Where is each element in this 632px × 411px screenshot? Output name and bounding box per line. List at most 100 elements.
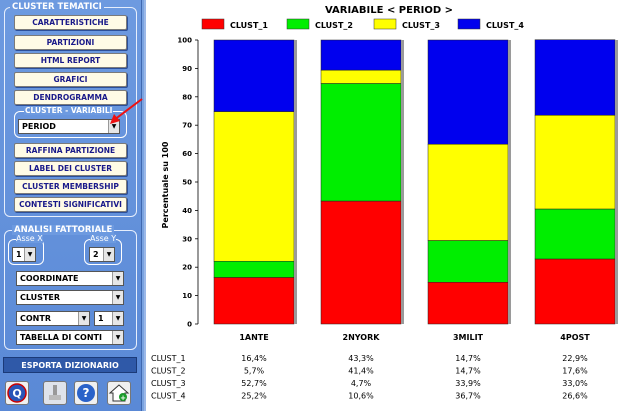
bar-4post-clust_1 xyxy=(534,258,616,325)
svg-text:+: + xyxy=(120,394,126,402)
x-category-label: 3MILIT xyxy=(453,333,484,342)
bar-4post-clust_2 xyxy=(534,208,616,260)
y-tick-label: 80 xyxy=(182,93,192,101)
contr-select[interactable]: CONTR ▼ xyxy=(16,311,90,326)
red-arrow-annotation xyxy=(110,98,143,124)
contr-select-value: CONTR xyxy=(20,314,51,323)
asse-x-select[interactable]: 1 ▼ xyxy=(12,247,36,262)
y-tick-label: 20 xyxy=(182,264,192,272)
bar-shadow xyxy=(401,40,404,324)
cluster-select-value: CLUSTER xyxy=(20,293,61,302)
variabili-select[interactable]: PERIOD ▼ xyxy=(18,119,120,134)
coordinate-select-value: COORDINATE xyxy=(20,274,79,283)
bars xyxy=(213,39,618,325)
cluster-membership-button[interactable]: CLUSTER MEMBERSHIP xyxy=(14,179,127,194)
contr-number-value: 1 xyxy=(98,314,104,323)
legend-swatch-clust_2 xyxy=(286,18,310,30)
factorial-group-title: ANALISI FATTORIALE xyxy=(12,225,115,235)
bar-3milit-clust_1 xyxy=(427,282,509,325)
esporta-dizionario-button[interactable]: ESPORTA DIZIONARIO xyxy=(3,357,137,373)
chevron-down-icon[interactable]: ▼ xyxy=(112,331,123,344)
asse-y-value: 2 xyxy=(93,250,99,259)
y-tick-label: 50 xyxy=(182,179,192,187)
chevron-down-icon[interactable]: ▼ xyxy=(103,248,114,261)
y-tick-label: 60 xyxy=(182,150,192,158)
legend-label-clust_3: CLUST_3 xyxy=(402,21,440,30)
legend-label-clust_4: CLUST_4 xyxy=(486,21,524,30)
chart-title: VARIABILE < PERIOD > xyxy=(325,5,453,16)
svg-text:?: ? xyxy=(83,386,90,400)
html-report-button[interactable]: HTML REPORT xyxy=(14,53,127,68)
table-cell: 16,4% xyxy=(241,354,267,363)
y-tick-label: 0 xyxy=(187,321,192,329)
table-cell: 33,0% xyxy=(562,379,588,388)
asse-y-select[interactable]: 2 ▼ xyxy=(89,247,115,262)
partizioni-button[interactable]: PARTIZIONI xyxy=(14,35,127,50)
table-row-label: CLUST_1 xyxy=(151,354,186,363)
table-cell: 17,6% xyxy=(562,367,588,376)
chevron-down-icon[interactable]: ▼ xyxy=(24,248,35,261)
bar-3milit-clust_3 xyxy=(427,143,509,241)
chevron-down-icon[interactable]: ▼ xyxy=(112,291,123,304)
table-row-label: CLUST_3 xyxy=(151,379,186,388)
table-cell: 14,7% xyxy=(455,367,481,376)
chevron-down-icon[interactable]: ▼ xyxy=(108,120,119,133)
coordinate-select[interactable]: COORDINATE ▼ xyxy=(16,271,124,286)
legend: CLUST_1 CLUST_2 CLUST_3 CLUST_4 xyxy=(201,18,524,30)
table-cell: 10,6% xyxy=(348,392,374,401)
bar-2nyork-clust_4 xyxy=(320,39,402,71)
bar-shadow xyxy=(294,40,297,324)
q-logo-icon[interactable]: Q xyxy=(5,381,29,405)
y-tick-label: 40 xyxy=(182,207,192,215)
tools-icon[interactable] xyxy=(43,381,67,405)
chevron-down-icon[interactable]: ▼ xyxy=(78,312,89,325)
dendrogramma-button[interactable]: DENDROGRAMMA xyxy=(14,90,127,105)
y-axis: 0 10 20 30 40 50 60 70 80 90 100 xyxy=(177,37,199,329)
y-tick-label: 10 xyxy=(182,292,192,300)
chevron-down-icon[interactable]: ▼ xyxy=(112,272,123,285)
category-labels: 1ANTE 2NYORK 3MILIT 4POST xyxy=(239,333,590,342)
grafici-button[interactable]: GRAFICI xyxy=(14,72,127,87)
table-cell: 36,7% xyxy=(455,392,481,401)
legend-label-clust_1: CLUST_1 xyxy=(230,21,268,30)
asse-x-label: Asse X xyxy=(16,234,43,243)
legend-swatch-clust_3 xyxy=(373,18,397,30)
svg-text:Q: Q xyxy=(12,387,21,400)
table-cell: 22,9% xyxy=(562,354,588,363)
chevron-down-icon[interactable]: ▼ xyxy=(112,312,123,325)
bar-shadow xyxy=(508,40,511,324)
tabella-select[interactable]: TABELLA DI CONTI ▼ xyxy=(16,330,124,345)
label-dei-cluster-button[interactable]: LABEL DEI CLUSTER xyxy=(14,161,127,176)
x-category-label: 1ANTE xyxy=(239,333,268,342)
bar-1ante-clust_4 xyxy=(213,39,295,112)
bar-shadow xyxy=(615,40,618,324)
contesti-significativi-button[interactable]: CONTESTI SIGNIFICATIVI xyxy=(14,197,127,212)
table-cell: 41,4% xyxy=(348,367,374,376)
bar-3milit-clust_4 xyxy=(427,39,509,145)
variabili-select-value: PERIOD xyxy=(22,122,56,131)
contr-number-select[interactable]: 1 ▼ xyxy=(94,311,124,326)
y-tick-label: 100 xyxy=(177,37,192,45)
table-cell: 52,7% xyxy=(241,379,267,388)
x-category-label: 2NYORK xyxy=(343,333,381,342)
table-row-label: CLUST_4 xyxy=(151,392,186,401)
bar-2nyork-clust_1 xyxy=(320,200,402,325)
bar-2nyork-clust_3 xyxy=(320,69,402,84)
legend-swatch-clust_1 xyxy=(201,18,225,30)
y-axis-label: Percentuale su 100 xyxy=(161,141,170,228)
asse-x-value: 1 xyxy=(16,250,22,259)
raffina-partizione-button[interactable]: RAFFINA PARTIZIONE xyxy=(14,143,127,158)
tabella-select-value: TABELLA DI CONTI xyxy=(20,333,102,342)
caratteristiche-button[interactable]: CARATTERISTICHE xyxy=(14,15,127,30)
y-tick-label: 70 xyxy=(182,122,192,130)
cluster-select[interactable]: CLUSTER ▼ xyxy=(16,290,124,305)
table-cell: 5,7% xyxy=(244,367,265,376)
table-cell: 25,2% xyxy=(241,392,267,401)
help-icon[interactable]: ? xyxy=(74,381,98,405)
table-cell: 33,9% xyxy=(455,379,481,388)
variabili-title: CLUSTER - VARIABILI xyxy=(24,106,114,115)
legend-label-clust_2: CLUST_2 xyxy=(315,21,353,30)
data-table: CLUST_1 16,4% 43,3% 14,7% 22,9% CLUST_2 5,7% 41… xyxy=(151,354,588,401)
home-icon[interactable]: + xyxy=(107,381,131,405)
chart-panel: VARIABILE < PERIOD > CLUST_1 CLUST_2 CLUST… xyxy=(144,0,632,411)
